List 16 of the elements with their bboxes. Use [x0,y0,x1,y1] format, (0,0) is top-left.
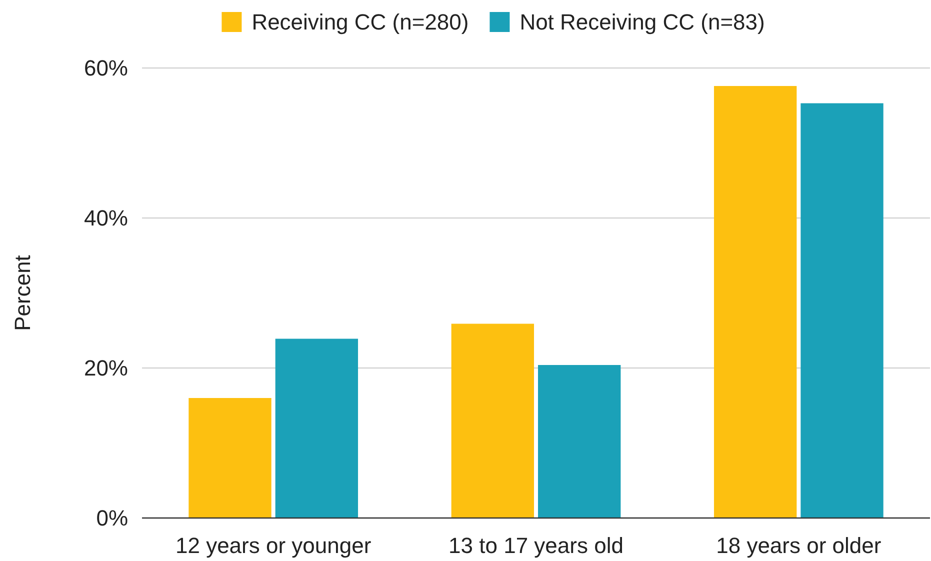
legend-label: Not Receiving CC (n=83) [520,10,765,35]
bar [451,324,534,518]
bar [538,365,621,518]
y-tick-label: 40% [84,206,128,231]
x-tick-label: 12 years or younger [175,533,372,558]
y-tick-label: 60% [84,56,128,81]
bar [800,103,884,518]
bar [188,398,272,518]
y-tick-label: 20% [84,356,128,381]
bar [275,338,358,518]
x-tick-label: 18 years or older [716,533,882,558]
y-tick-label: 0% [96,506,128,531]
bar [714,86,797,518]
y-axis-title: Percent [10,255,35,331]
x-tick-label: 13 to 17 years old [448,533,624,558]
legend-label: Receiving CC (n=280) [252,10,469,35]
